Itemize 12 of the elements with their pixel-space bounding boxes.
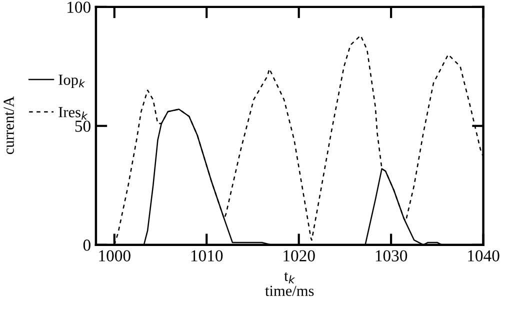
y-axis-title: current/A	[4, 96, 14, 154]
y-tick-label: 100	[68, 2, 90, 13]
x-tick-label: 1040	[468, 250, 500, 262]
x-tick-label: 1000	[99, 250, 130, 262]
x-tick-label: 1010	[191, 250, 223, 262]
legend-label: Iop$_{k}$	[58, 74, 86, 88]
y-tick-label: 0	[83, 240, 90, 251]
y-tick-label: 50	[75, 120, 90, 132]
x-tick-label: 1020	[284, 250, 315, 262]
legend-label: Ires$_{k}$	[58, 107, 88, 120]
x-axis-title: t$_{k}$ time/ms	[265, 272, 314, 296]
x-tick-label: 1030	[376, 250, 408, 262]
